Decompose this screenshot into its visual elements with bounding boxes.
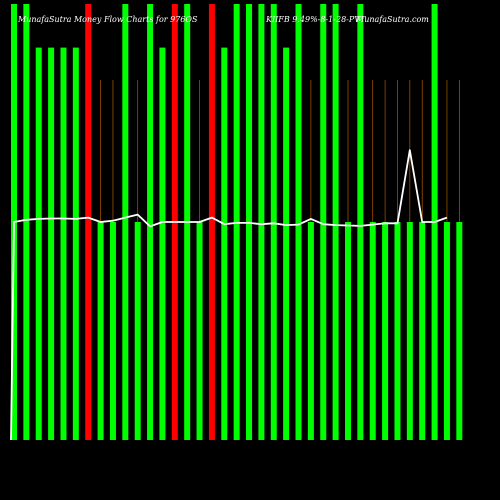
bar <box>85 4 92 440</box>
bar <box>332 4 339 440</box>
bar <box>394 222 401 440</box>
price-line-layer <box>10 149 448 441</box>
bar <box>196 222 203 440</box>
bar <box>369 222 376 440</box>
bar <box>283 47 290 440</box>
bar <box>233 4 240 440</box>
bar <box>382 222 389 440</box>
bar <box>295 4 302 440</box>
bar <box>344 222 351 440</box>
bar <box>443 222 450 440</box>
bar <box>159 47 166 440</box>
bar <box>456 222 463 440</box>
chart-title: MunafaSutra Money Flow Charts for 976OS <box>17 15 198 24</box>
bar <box>307 222 314 440</box>
bar <box>72 47 79 440</box>
bar <box>23 4 30 440</box>
price-line <box>10 149 448 441</box>
bar <box>406 222 413 440</box>
bar <box>270 4 277 440</box>
bar <box>258 4 265 440</box>
bar <box>419 222 426 440</box>
bar <box>48 47 55 440</box>
bar <box>109 222 116 440</box>
bar <box>246 4 253 440</box>
chart-site: MunafaSutra.com <box>355 15 429 24</box>
bar <box>147 4 154 440</box>
bar <box>60 47 67 440</box>
bar <box>122 4 129 440</box>
bar <box>357 4 364 440</box>
chart-subtitle: KIIFB 9.49%-8-1-28-PVT <box>265 15 366 24</box>
bar <box>97 222 104 440</box>
bar <box>134 222 141 440</box>
bar <box>320 4 327 440</box>
bar <box>221 47 228 440</box>
bar <box>208 4 215 440</box>
bar <box>35 47 42 440</box>
